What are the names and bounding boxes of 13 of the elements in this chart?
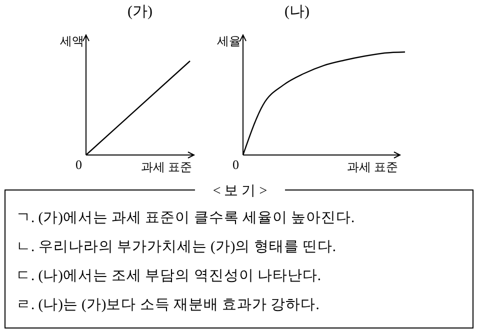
text: ㄱ. (가)에서는 과세 표준이 클수록 세율이 높아진다. <box>16 210 355 226</box>
text: ㄴ. 우리나라의 부가가치세는 (가)의 형태를 띤다. <box>16 239 336 255</box>
chart-title: (가) <box>128 4 152 20</box>
x-axis-title: 과세 표준 <box>347 160 398 174</box>
text: ㄷ. (나)에서는 조세 부담의 역진성이 나타난다. <box>16 268 322 284</box>
y-axis-title: 세율 <box>217 34 241 48</box>
text: 0 <box>232 157 239 172</box>
chart-title: (나) <box>284 4 310 20</box>
x-axis-title: 과세 표준 <box>141 160 192 174</box>
text: 0 <box>76 157 82 172</box>
y-axis-title: 세액 <box>60 34 84 48</box>
text: < 보 기 > <box>212 184 268 199</box>
text: ㄹ. (나)는 (가)보다 소득 재분배 효과가 강하다. <box>16 297 320 313</box>
